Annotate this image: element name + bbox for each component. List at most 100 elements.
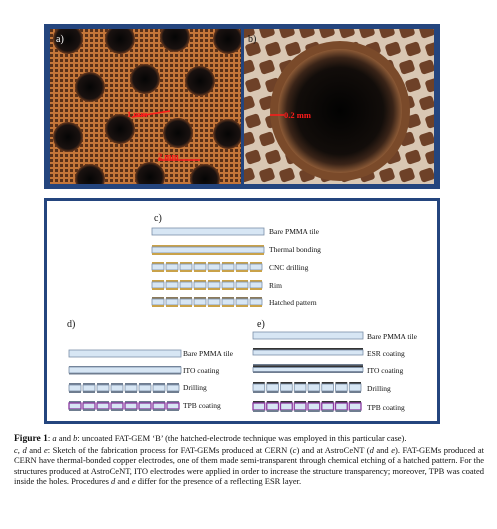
scale-label-0-2mm: 0.2 mm xyxy=(284,110,311,120)
d-tpb-segment xyxy=(138,402,152,410)
photo-b-image xyxy=(244,29,434,184)
hatch-tile xyxy=(359,29,375,39)
d-tpb-segment-top xyxy=(139,401,151,403)
d-tpb-segment-bottom xyxy=(139,409,151,411)
c-rim-segment xyxy=(179,281,193,289)
caption-and: and xyxy=(26,444,44,455)
c-cnc-drilled-segment-bottom xyxy=(236,270,248,272)
fatgem-hole xyxy=(130,64,160,94)
d-drilled-segment-bottom xyxy=(83,391,95,393)
fatgem-hole xyxy=(190,164,220,184)
c-label-bare-pmma: Bare PMMA tile xyxy=(269,227,319,236)
e-label-drilling: Drilling xyxy=(367,384,391,393)
d-tpb-segment xyxy=(82,402,96,410)
d-drilled-segment-top xyxy=(153,383,165,385)
e-tpb-segment-top xyxy=(349,401,361,403)
hatch-tile xyxy=(279,167,295,183)
d-tpb-segment xyxy=(96,402,110,410)
d-drilled-segment xyxy=(152,384,166,392)
e-drilled-segment-bottom xyxy=(266,391,279,393)
d-drilled-segment-top xyxy=(97,383,109,385)
photo-panel: a) 1 mm 2 mm b) 0.2 mm xyxy=(44,24,440,189)
c-thermal-bond-top xyxy=(152,245,264,247)
d-ito-bottom xyxy=(69,373,181,375)
c-rim-segment-bottom xyxy=(250,288,262,290)
fatgem-hole xyxy=(53,29,83,54)
caption-ref-b: b xyxy=(73,433,78,443)
c-rim-segment-top xyxy=(152,280,164,282)
c-hatched-segment-bottom xyxy=(236,305,248,307)
e-tpb-segment xyxy=(266,402,280,411)
hatch-tile xyxy=(419,131,434,147)
caption-text: ). FAT-GEMs produced at CERN have therma… xyxy=(14,444,484,487)
hatch-tile xyxy=(399,29,415,39)
c-rim-segment xyxy=(235,281,249,289)
sketch-d-letter: d) xyxy=(67,319,76,330)
c-bare-pmma-tile xyxy=(151,227,265,236)
e-tpb-segment xyxy=(307,402,321,411)
e-bare-pmma-tile xyxy=(252,331,364,340)
e-label-tpb-coating: TPB coating xyxy=(367,403,405,412)
c-rim-segment xyxy=(165,281,179,289)
fatgem-hole xyxy=(105,114,135,144)
e-label-esr-coating: ESR coating xyxy=(367,349,405,358)
c-label-rim: Rim xyxy=(269,281,282,290)
d-drilled-segment xyxy=(124,384,138,392)
caption-and: and xyxy=(56,433,74,443)
c-hatched-segment-bottom xyxy=(222,305,234,307)
hatch-tile xyxy=(319,29,335,39)
scale-label-1mm: 1 mm xyxy=(127,109,148,119)
d-drilled-segment-top xyxy=(111,383,123,385)
c-hatched-segment xyxy=(207,298,221,306)
c-cnc-drilled-segment-top xyxy=(152,262,164,264)
hatch-tile xyxy=(419,29,434,39)
hatch-tile xyxy=(244,167,255,183)
hatch-tile xyxy=(259,131,275,147)
d-tpb-segment-bottom xyxy=(111,409,123,411)
e-drilled-segment xyxy=(293,383,307,392)
d-tpb-segment xyxy=(124,402,138,410)
hatch-tile xyxy=(244,59,255,75)
c-rim-segment xyxy=(151,281,165,289)
d-drilled-segment-top xyxy=(69,383,81,385)
e-drilled-segment-top xyxy=(308,382,320,384)
c-hatched-segment-top xyxy=(152,297,164,299)
d-tpb-segment-top xyxy=(97,401,109,403)
fatgem-hole xyxy=(163,118,193,148)
d-tpb-segment xyxy=(166,402,180,410)
d-tpb-segment-bottom xyxy=(125,409,137,411)
d-drilled-segment xyxy=(166,384,180,392)
scale-label-2mm: 2 mm xyxy=(158,151,179,161)
e-tpb-segment-bottom xyxy=(308,410,320,412)
hatch-tile xyxy=(339,29,355,39)
c-cnc-drilled-segment xyxy=(235,263,249,271)
e-label-ito-coating: ITO coating xyxy=(367,366,404,375)
c-hatched-segment xyxy=(193,298,207,306)
d-drilled-segment-bottom xyxy=(125,391,137,393)
d-tpb-segment xyxy=(68,402,82,410)
fatgem-hole xyxy=(213,119,241,149)
hatch-tile xyxy=(399,59,415,75)
d-drilled-segment-top xyxy=(139,383,151,385)
figure-label: Figure 1 xyxy=(14,434,48,444)
c-hatched-segment-top xyxy=(236,297,248,299)
c-hatched-segment-top xyxy=(194,297,206,299)
c-cnc-drilled-segment xyxy=(151,263,165,271)
c-cnc-drilled-segment-bottom xyxy=(166,270,178,272)
c-cnc-drilled-segment-bottom xyxy=(208,270,220,272)
c-rim-segment-top xyxy=(166,280,178,282)
hatch-tile xyxy=(399,167,415,183)
d-tpb-segment-bottom xyxy=(97,409,109,411)
c-hatched-segment-top xyxy=(180,297,192,299)
e-drilled-segment xyxy=(321,383,334,392)
sketch-e-letter: e) xyxy=(257,319,265,330)
fatgem-hole xyxy=(160,29,190,52)
e-ito-coated-tile xyxy=(252,367,364,372)
e-drilled-segment xyxy=(280,383,293,392)
e-ito-bottom xyxy=(253,371,363,373)
d-tpb-segment-bottom xyxy=(153,409,165,411)
c-rim-segment-top xyxy=(222,280,234,282)
d-drilled-segment-top xyxy=(125,383,137,385)
d-drilled-segment-bottom xyxy=(97,391,109,393)
caption-text-cde: : Sketch of the fabrication process for … xyxy=(47,444,293,455)
